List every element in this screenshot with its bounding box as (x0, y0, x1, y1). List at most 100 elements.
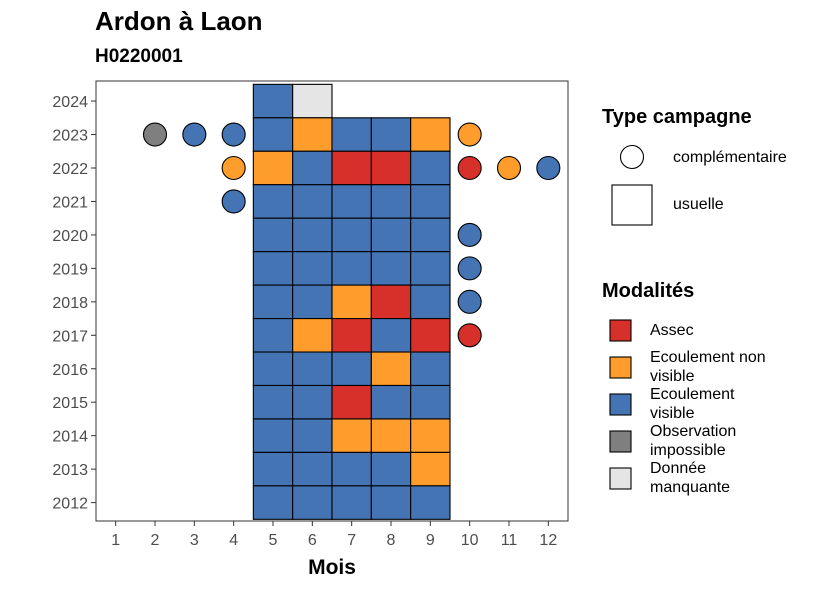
legend-type-label-usuelle: usuelle (673, 196, 724, 213)
tile-2012-m6-ecoulement-visible (292, 485, 333, 520)
point-2023-m10-ecoulement-non-visible (457, 122, 482, 147)
tile-2020-m9-ecoulement-visible (410, 217, 451, 253)
tile-2014-m6-ecoulement-visible (292, 418, 333, 453)
point-2022-m11-ecoulement-non-visible (496, 155, 522, 181)
tile-2022-m8-assec (370, 150, 412, 186)
x-axis-title: Mois (308, 556, 356, 579)
tile-2013-m6-ecoulement-visible (292, 451, 333, 487)
x-tick-label-3: 3 (190, 532, 199, 549)
tile-2018-m8-assec (370, 284, 412, 320)
x-tick-label-1: 1 (111, 532, 120, 549)
x-tick-label-6: 6 (308, 532, 317, 549)
tile-2018-m5-ecoulement-visible (252, 284, 294, 320)
legend-key-donnee-manquante (609, 467, 632, 490)
tile-2019-m9-ecoulement-visible (410, 251, 451, 286)
tile-2019-m6-ecoulement-visible (292, 251, 333, 286)
tile-2017-m6-ecoulement-non-visible (292, 318, 333, 353)
tile-2023-m9-ecoulement-non-visible (410, 117, 451, 152)
tile-2020-m6-ecoulement-visible (292, 217, 333, 253)
point-2020-m10-ecoulement-visible (457, 222, 482, 247)
tile-2015-m8-ecoulement-visible (370, 384, 412, 420)
legend-label-observation-impossible: Observation impossible (650, 423, 737, 459)
tile-2018-m6-ecoulement-visible (292, 284, 333, 320)
x-tick-label-2: 2 (151, 532, 160, 549)
y-tick-label-2014: 2014 (52, 429, 88, 446)
y-tick-label-2024: 2024 (52, 94, 88, 111)
legend-key-usuelle (611, 184, 653, 226)
y-tick-label-2017: 2017 (52, 328, 88, 345)
legend-label-assec: Assec (650, 322, 694, 339)
y-tick-label-2015: 2015 (52, 395, 88, 412)
tile-2024-m6-donnee-manquante (292, 83, 333, 119)
tile-2022-m7-assec (331, 150, 372, 186)
tile-2021-m6-ecoulement-visible (292, 184, 333, 219)
x-tick-label-10: 10 (461, 532, 479, 549)
tile-2015-m9-ecoulement-visible (410, 384, 451, 420)
y-tick-label-2013: 2013 (52, 462, 88, 479)
tile-2023-m8-ecoulement-visible (370, 117, 412, 152)
x-tick-label-12: 12 (539, 532, 557, 549)
tile-2019-m8-ecoulement-visible (370, 251, 412, 286)
tile-2019-m7-ecoulement-visible (331, 251, 372, 286)
tile-2013-m8-ecoulement-visible (370, 451, 412, 487)
tile-2016-m6-ecoulement-visible (292, 351, 333, 387)
y-tick-label-2019: 2019 (52, 261, 88, 278)
tile-2023-m6-ecoulement-non-visible (292, 117, 333, 152)
tile-2016-m8-ecoulement-non-visible (370, 351, 412, 387)
tile-2012-m9-ecoulement-visible (410, 485, 451, 520)
chart-subtitle: H0220001 (95, 46, 183, 67)
tile-2024-m5-ecoulement-visible (252, 83, 294, 119)
point-2021-m4-ecoulement-visible (221, 189, 246, 214)
tile-2016-m7-ecoulement-visible (331, 351, 372, 387)
legend-key-ecoulement-visible (609, 393, 632, 416)
legend-key-complementaire (619, 144, 645, 170)
x-tick-label-8: 8 (387, 532, 396, 549)
tile-2017-m7-assec (331, 318, 372, 353)
tile-2013-m9-ecoulement-non-visible (410, 451, 451, 487)
x-tick-label-4: 4 (229, 532, 238, 549)
tile-2022-m9-ecoulement-visible (410, 150, 451, 186)
y-tick-label-2016: 2016 (52, 362, 88, 379)
tile-2015-m6-ecoulement-visible (292, 384, 333, 420)
legend-label-ecoulement-visible: Ecoulement visible (650, 386, 735, 422)
tile-2015-m7-assec (331, 384, 372, 420)
tile-2020-m5-ecoulement-visible (252, 217, 294, 253)
tile-2022-m6-ecoulement-visible (292, 150, 333, 186)
tile-2014-m9-ecoulement-non-visible (410, 418, 451, 453)
tile-2016-m9-ecoulement-visible (410, 351, 451, 387)
point-2019-m10-ecoulement-visible (457, 256, 482, 281)
legend-key-assec (609, 319, 632, 342)
tile-2012-m8-ecoulement-visible (370, 485, 412, 520)
tile-2022-m5-ecoulement-non-visible (252, 150, 294, 186)
point-2022-m12-ecoulement-visible (536, 155, 561, 181)
tile-2016-m5-ecoulement-visible (252, 351, 294, 387)
y-tick-label-2018: 2018 (52, 295, 88, 312)
tile-2017-m8-ecoulement-visible (370, 318, 412, 353)
tile-2021-m9-ecoulement-visible (410, 184, 451, 219)
point-2022-m10-assec (457, 155, 482, 181)
point-2023-m4-ecoulement-visible (221, 122, 246, 147)
tile-2021-m5-ecoulement-visible (252, 184, 294, 219)
legend-modalites-title: Modalités (602, 280, 695, 302)
tile-2018-m9-ecoulement-visible (410, 284, 451, 320)
chart-title: Ardon à Laon (95, 6, 263, 36)
tile-2014-m5-ecoulement-visible (252, 418, 294, 453)
point-2023-m3-ecoulement-visible (182, 122, 207, 147)
panel-border (95, 80, 569, 522)
tile-2012-m7-ecoulement-visible (331, 485, 372, 520)
legend-label-donnee-manquante: Donnée manquante (650, 460, 731, 496)
y-tick-label-2021: 2021 (52, 194, 88, 211)
point-2017-m10-assec (457, 323, 482, 348)
point-2018-m10-ecoulement-visible (457, 289, 482, 314)
tile-2018-m7-ecoulement-non-visible (331, 284, 372, 320)
legend-key-observation-impossible (609, 430, 632, 453)
tile-2020-m8-ecoulement-visible (370, 217, 412, 253)
y-tick-label-2023: 2023 (52, 128, 88, 145)
tile-2019-m5-ecoulement-visible (252, 251, 294, 286)
tile-2017-m9-assec (410, 318, 451, 353)
x-tick-label-5: 5 (269, 532, 278, 549)
tile-2013-m5-ecoulement-visible (252, 451, 294, 487)
y-tick-label-2020: 2020 (52, 228, 88, 245)
point-2023-m2-observation-impossible (142, 122, 168, 147)
